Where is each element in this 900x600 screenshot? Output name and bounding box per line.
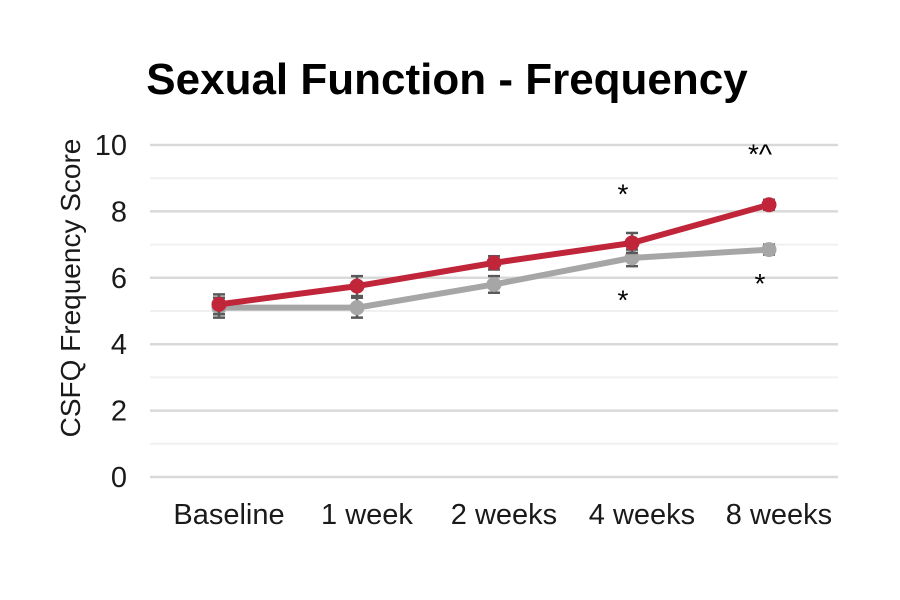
y-axis-tick-labels: 0 2 4 6 8 10 [95,130,127,494]
y-tick-label: 4 [111,329,127,361]
chart-title: Sexual Function - Frequency [146,55,748,104]
data-point [761,242,777,258]
x-tick-label: Baseline [173,499,284,531]
y-tick-label: 6 [111,263,127,295]
y-tick-label: 10 [95,130,127,162]
y-tick-label: 0 [111,462,127,494]
series-1 [211,197,777,316]
x-tick-label: 1 week [321,499,413,531]
y-tick-label: 8 [111,196,127,228]
x-tick-label: 4 weeks [589,499,695,531]
series-2 [211,242,777,319]
significance-annotations: * *^ * * [618,139,772,316]
y-axis-label: CSFQ Frequency Score [55,139,86,438]
data-point [211,296,227,312]
data-point [349,278,365,294]
annotation-label: *^ [748,139,772,170]
data-point [486,276,502,292]
series-group [211,197,777,319]
data-point [624,235,640,251]
minor-gridlines [150,177,838,445]
x-tick-label: 8 weeks [726,499,832,531]
annotation-label: * [618,285,629,316]
x-tick-label: 2 weeks [451,499,557,531]
y-tick-label: 2 [111,396,127,428]
data-point [486,255,502,271]
annotation-label: * [618,178,629,209]
data-point [349,300,365,316]
x-axis-tick-labels: Baseline 1 week 2 weeks 4 weeks 8 weeks [173,499,832,531]
data-point [761,197,777,213]
annotation-label: * [755,268,766,299]
